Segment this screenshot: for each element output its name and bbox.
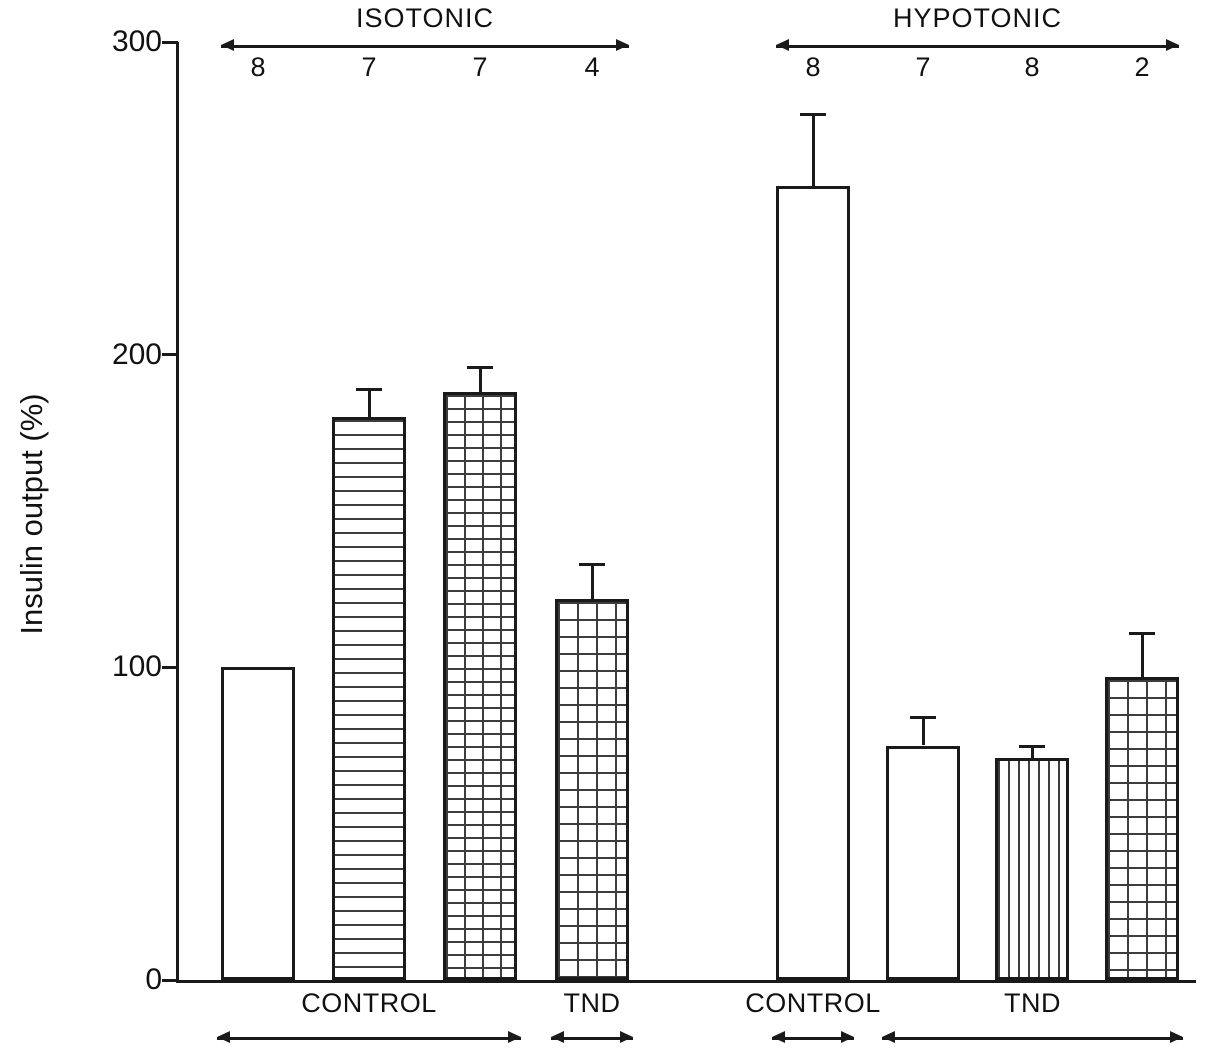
group-span-arrow-hypotonic (776, 45, 1179, 48)
condition-span-arrow-control (217, 1037, 521, 1040)
condition-label-tnd: TND (563, 988, 621, 1018)
error-bar-cap (1019, 744, 1045, 748)
error-bar-cap (910, 716, 936, 720)
error-bar-line (478, 367, 482, 393)
bar-isotonic-1 (221, 667, 295, 980)
group-label-isotonic: ISOTONIC (355, 3, 495, 33)
y-tick-mark (162, 978, 178, 982)
group-span-arrow-isotonic (221, 45, 629, 48)
bar-n-label: 7 (915, 52, 931, 82)
condition-span-arrow-tnd-left-head (882, 1031, 895, 1043)
group-span-arrow-hypotonic-right-head (1166, 39, 1179, 51)
bar-isotonic-3 (443, 392, 517, 980)
bar-n-label: 7 (361, 52, 377, 82)
y-tick-label: 100 (111, 650, 162, 684)
condition-span-arrow-control-right-head (508, 1031, 521, 1043)
condition-span-arrow-control (772, 1037, 854, 1040)
x-axis-line (176, 980, 1196, 983)
error-bar-line (1030, 745, 1034, 758)
group-label-hypotonic: HYPOTONIC (892, 3, 1063, 33)
condition-span-arrow-control-right-head (841, 1031, 854, 1043)
error-bar-line (590, 564, 594, 599)
condition-span-arrow-control-left-head (217, 1031, 230, 1043)
error-bar-cap (467, 366, 493, 370)
y-tick-mark (162, 353, 178, 357)
error-bar-line (811, 113, 815, 186)
condition-span-arrow-tnd (551, 1037, 633, 1040)
error-bar-cap (800, 112, 826, 116)
bar-hypotonic-3 (995, 758, 1069, 980)
error-bar-cap (579, 563, 605, 567)
condition-span-arrow-tnd-right-head (620, 1031, 633, 1043)
group-span-arrow-isotonic-right-head (616, 39, 629, 51)
condition-label-control: CONTROL (301, 988, 437, 1018)
bar-n-label: 2 (1134, 52, 1150, 82)
y-axis-label: Insulin output (%) (14, 393, 49, 635)
y-tick-label: 300 (111, 25, 162, 58)
bar-n-label: 4 (584, 52, 600, 82)
y-tick-label: 200 (111, 337, 162, 371)
y-tick-mark (162, 40, 178, 44)
bar-hypotonic-1 (776, 185, 850, 980)
condition-label-tnd: TND (1004, 988, 1061, 1018)
condition-label-control: CONTROL (745, 988, 881, 1018)
bar-hypotonic-4 (1105, 676, 1179, 980)
error-bar-line (367, 389, 371, 418)
bar-isotonic-4 (555, 598, 629, 980)
bar-n-label: 8 (1024, 52, 1040, 82)
y-tick-label: 0 (145, 963, 162, 996)
condition-span-arrow-control-left-head (772, 1031, 785, 1043)
y-axis-line (176, 42, 179, 983)
bar-n-label: 8 (805, 52, 821, 82)
y-tick-mark (162, 665, 178, 669)
group-span-arrow-isotonic-left-head (221, 39, 234, 51)
bar-isotonic-2 (332, 417, 406, 980)
condition-span-arrow-tnd-left-head (551, 1031, 564, 1043)
group-span-arrow-hypotonic-left-head (776, 39, 789, 51)
bar-n-label: 7 (472, 52, 488, 82)
bar-hypotonic-2 (886, 745, 960, 980)
error-bar-line (1140, 632, 1144, 677)
condition-span-arrow-tnd (882, 1037, 1183, 1040)
bar-n-label: 8 (250, 52, 266, 82)
error-bar-cap (1129, 631, 1155, 635)
condition-span-arrow-tnd-right-head (1170, 1031, 1183, 1043)
error-bar-line (921, 717, 925, 746)
error-bar-cap (356, 388, 382, 392)
